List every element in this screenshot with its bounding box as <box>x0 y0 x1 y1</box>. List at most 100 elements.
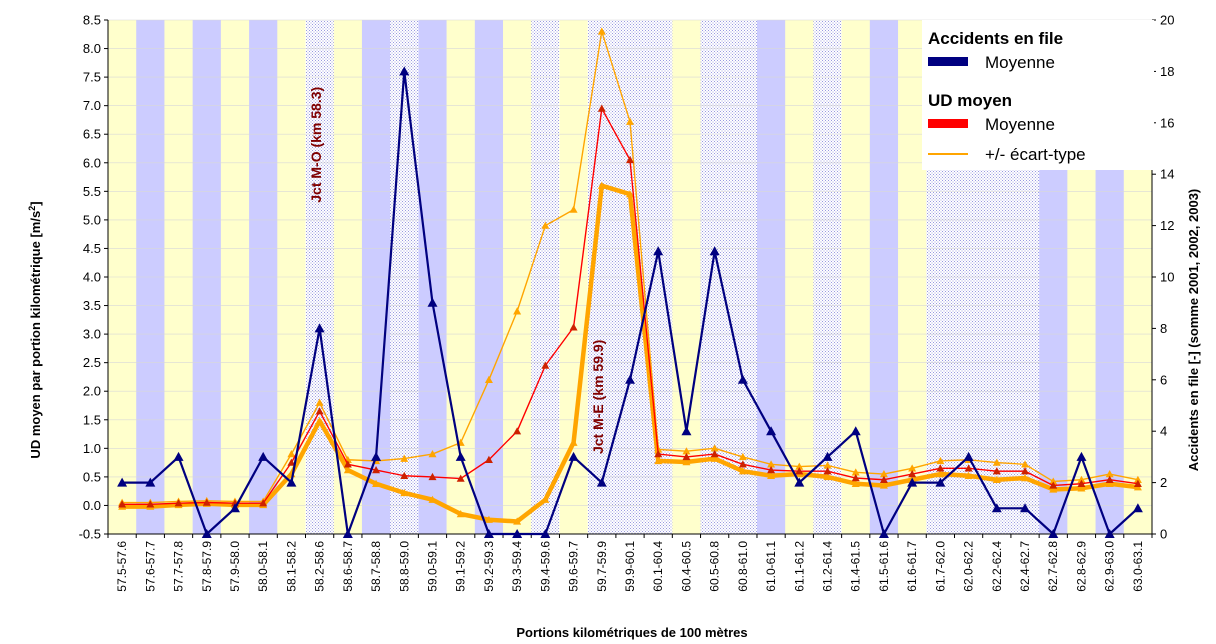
series-0-point-26 <box>850 426 861 436</box>
series-1-point-28 <box>908 470 917 478</box>
y-right-tick-label-1: 2 <box>1160 475 1167 490</box>
y-left-tick-label-3: 1.0 <box>83 441 101 456</box>
legend-item-ud-mean: Moyenne <box>985 115 1055 134</box>
series-1-point-34 <box>1077 479 1086 487</box>
x-tick-label-8: 58.6-58.7 <box>341 541 355 592</box>
y-left-tick-label-5: 2.0 <box>83 384 101 399</box>
series-1-point-8 <box>343 460 352 468</box>
y-left-tick-label-0: -0.5 <box>79 527 101 542</box>
y-left-tick-label-1: 0.0 <box>83 498 101 513</box>
y-left-tick-label-17: 8.0 <box>83 41 101 56</box>
series-3-point-8 <box>343 466 352 474</box>
y-left-tick-label-14: 6.5 <box>83 127 101 142</box>
y-right-tick-label-10: 20 <box>1160 13 1174 28</box>
series-3-point-33 <box>1049 485 1058 493</box>
x-tick-label-28: 61.6-61.7 <box>905 541 919 592</box>
series-0-point-24 <box>794 477 805 487</box>
series-1-point-29 <box>936 464 945 472</box>
series-3-point-18 <box>626 190 634 198</box>
series-3-point-34 <box>1077 484 1086 492</box>
series-1-point-32 <box>1021 467 1030 475</box>
series-1-point-15 <box>541 361 550 369</box>
y-axis-left-title-main: UD moyen par portion kilométrique [m/s <box>28 211 43 459</box>
y-left-tick-label-10: 4.5 <box>83 241 101 256</box>
series-3-point-22 <box>738 467 747 475</box>
x-tick-label-34: 62.8-62.9 <box>1074 541 1088 592</box>
x-tick-label-24: 61.1-61.2 <box>792 541 806 592</box>
x-tick-label-9: 58.7-58.8 <box>369 541 383 592</box>
y-left-tick-label-13: 6.0 <box>83 155 101 170</box>
series-0-point-5 <box>258 451 269 461</box>
y-left-tick-label-18: 8.5 <box>83 13 101 28</box>
y-right-tick-label-4: 8 <box>1160 321 1167 336</box>
series-3-point-15 <box>541 495 550 503</box>
y-right-tick-label-6: 12 <box>1160 218 1174 233</box>
y-right-tick-label-5: 10 <box>1160 270 1174 285</box>
series-2-point-20 <box>682 447 691 455</box>
series-3-point-20 <box>682 458 691 466</box>
series-0-point-19 <box>653 246 664 256</box>
series-2-point-21 <box>710 444 719 452</box>
series-1-point-10 <box>400 471 409 479</box>
series-3-point-31 <box>992 475 1001 483</box>
series-0-point-8 <box>342 529 353 538</box>
series-0-point-10 <box>399 66 410 76</box>
x-tick-label-10: 58.8-59.0 <box>397 541 411 592</box>
series-1-point-7 <box>315 407 324 415</box>
x-tick-label-26: 61.4-61.5 <box>849 541 863 592</box>
series-0-point-23 <box>766 426 777 436</box>
axes: -0.5 0.0 0.5 1.0 1.5 2.0 2.5 3.0 3.5 4.0 4.5 5.0 5.5… <box>79 13 1175 592</box>
series-2-point-35 <box>1105 470 1114 478</box>
series-3-point-19 <box>654 456 663 465</box>
series-0-point-7 <box>314 323 325 333</box>
series-2-point-23 <box>767 460 776 468</box>
series-2-point-15 <box>541 221 550 229</box>
x-tick-label-23: 61.0-61.1 <box>764 541 778 592</box>
series-3-point-32 <box>1021 474 1030 482</box>
x-tick-label-36: 63.0-63.1 <box>1131 541 1145 592</box>
series-1-point-35 <box>1105 475 1114 483</box>
series-2-point-36 <box>1133 475 1142 483</box>
series-0-point-9 <box>371 451 382 461</box>
y-right-tick-label-2: 4 <box>1160 424 1167 439</box>
legend-group2-title: UD moyen <box>928 91 1012 110</box>
y-left-tick-label-9: 4.0 <box>83 270 101 285</box>
y-axis-right-title: Accidents en file [-] (somme 2001, 2002,… <box>1186 189 1201 472</box>
series-2-point-25 <box>823 461 832 469</box>
x-tick-label-2: 57.7-57.8 <box>172 541 186 592</box>
x-tick-label-1: 57.6-57.7 <box>143 541 157 592</box>
series-3-point-11 <box>428 495 437 503</box>
series-3-point-27 <box>879 481 888 489</box>
series-0-point-27 <box>878 529 889 538</box>
series-0 <box>117 66 1143 538</box>
series-1-point-17 <box>597 104 606 112</box>
series-0-point-12 <box>455 451 466 461</box>
series-2-point-17 <box>597 27 606 35</box>
series-0-point-33 <box>1048 529 1059 538</box>
legend-item-accidents: Moyenne <box>985 53 1055 72</box>
x-tick-label-5: 58.0-58.1 <box>256 541 270 592</box>
x-tick-label-30: 62.0-62.2 <box>962 541 976 592</box>
series-1-point-9 <box>372 466 381 474</box>
x-tick-label-29: 61.7-62.0 <box>933 541 947 592</box>
series-1 <box>118 104 1142 508</box>
x-tick-label-19: 60.1-60.4 <box>651 541 665 592</box>
series-3-point-13 <box>484 515 493 523</box>
x-tick-label-31: 62.2-62.4 <box>990 541 1004 592</box>
series-0-point-29 <box>935 477 946 487</box>
series-1-point-12 <box>456 474 465 482</box>
y-right-tick-label-8: 16 <box>1160 115 1174 130</box>
series-2-point-10 <box>400 454 409 462</box>
series-2-point-34 <box>1077 475 1086 483</box>
series-1-point-18 <box>626 155 634 164</box>
series-1-point-19 <box>654 450 663 458</box>
series-0-point-34 <box>1076 451 1087 461</box>
series-1-point-1 <box>146 500 155 508</box>
series-0-point-0 <box>117 477 128 487</box>
x-tick-label-21: 60.5-60.8 <box>708 541 722 592</box>
x-tick-label-17: 59.7-59.9 <box>595 541 609 592</box>
series-3-point-16 <box>569 438 578 446</box>
x-tick-label-16: 59.6-59.7 <box>567 541 581 592</box>
series-1-point-0 <box>118 500 127 508</box>
series-0-point-28 <box>907 477 918 487</box>
